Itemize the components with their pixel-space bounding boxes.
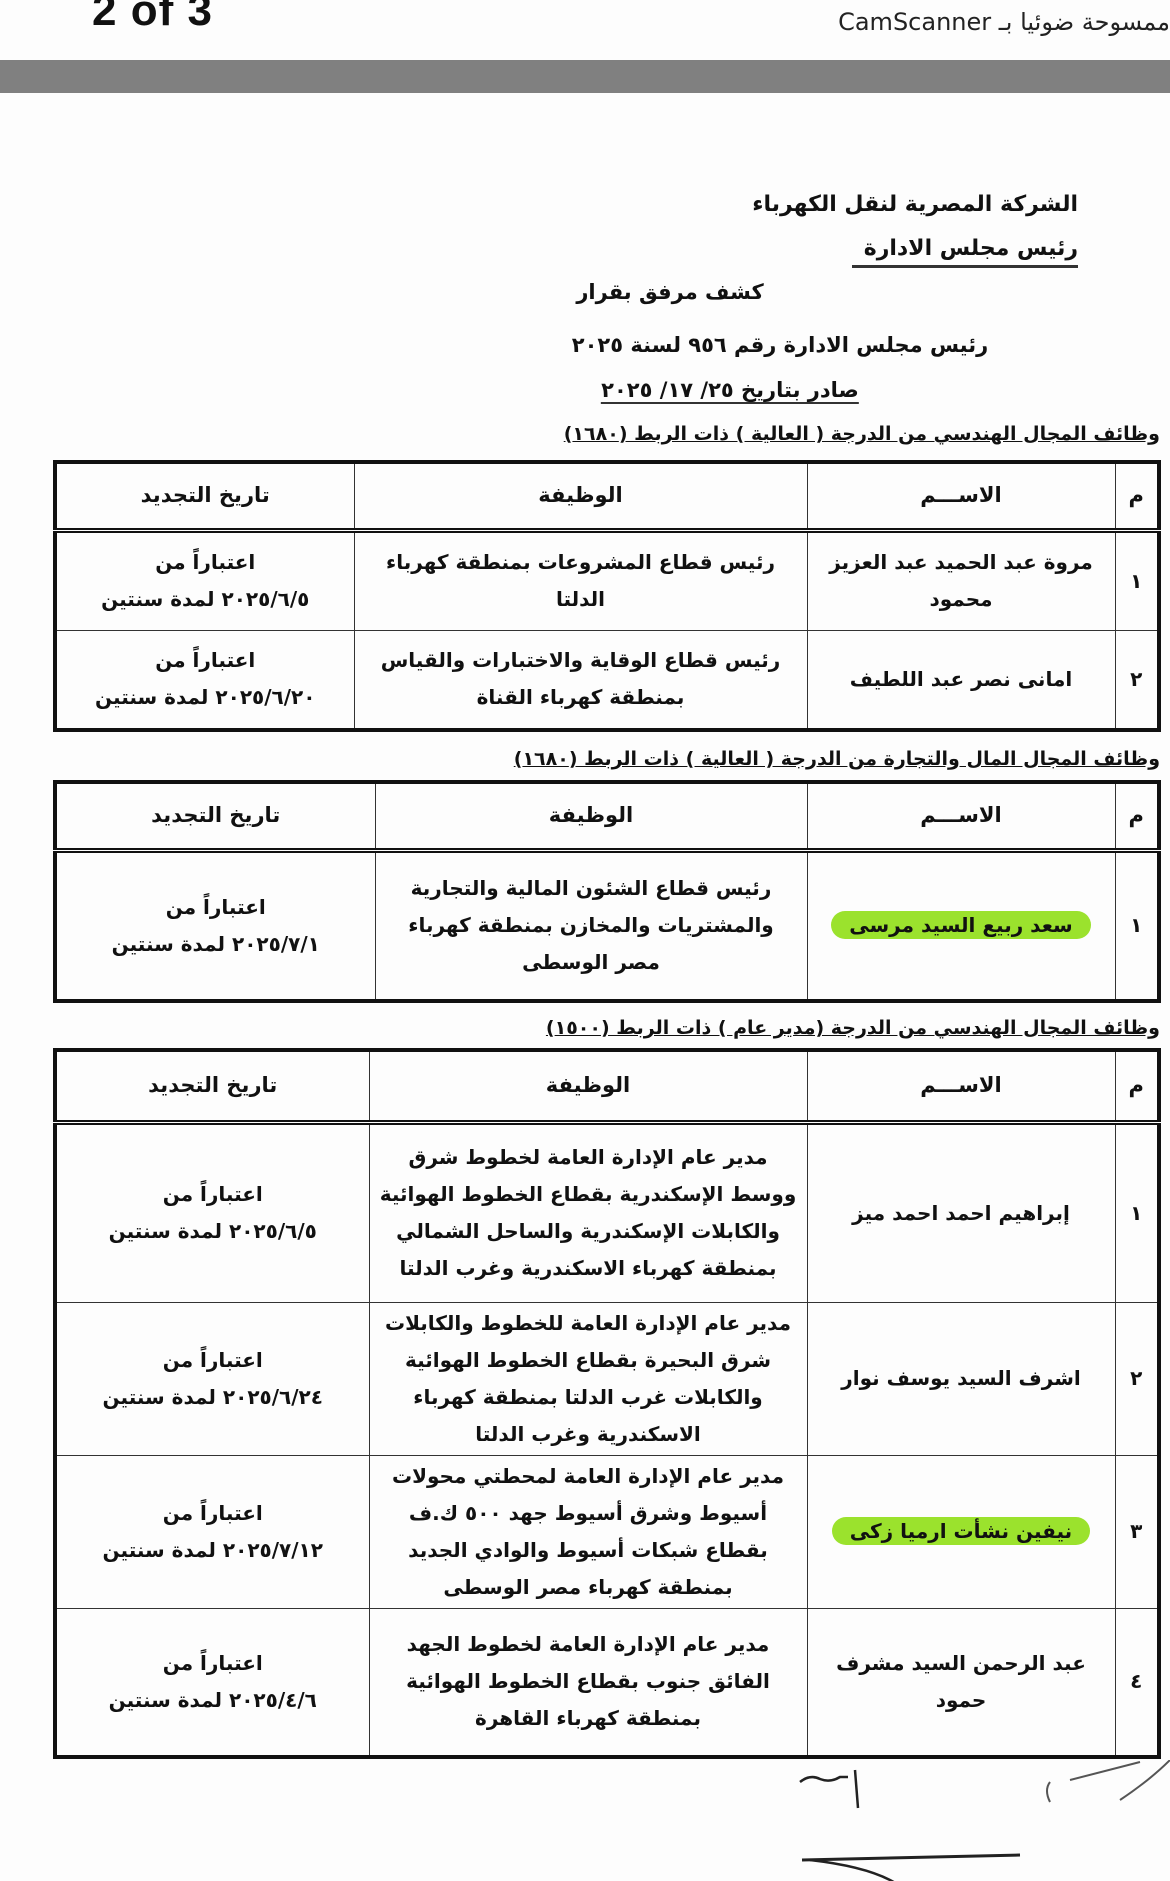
col-job: الوظيفة (368, 1049, 808, 1125)
positions-table: م الاســـم الوظيفة تاريخ التجديد ١ إبراه… (53, 1048, 1161, 1759)
col-no: م (1114, 461, 1160, 533)
renewal-date: ٢٠٢٥/٤/٦ لمدة سنتين (108, 1687, 317, 1712)
name-text: نيفين نشأت ارميا زكى (831, 1517, 1091, 1545)
table-header-row: م الاســـم الوظيفة تاريخ التجديد (54, 1049, 1160, 1125)
row-job: مدير عام الإدارة العامة لخطوط الجهد الفا… (368, 1607, 808, 1758)
row-name: إبراهيم احمد احمد ميز (806, 1121, 1116, 1303)
ref-date: صادر بتاريخ ٢٥/ ١٧/ ٢٠٢٥ (601, 378, 859, 404)
row-job: مدير عام الإدارة العامة للخطوط والكابلات… (368, 1301, 808, 1456)
table-row: ٢ امانى نصر عبد اللطيف رئيس قطاع الوقاية… (54, 629, 1160, 731)
row-renewal: اعتباراً من ٢٠٢٥/٧/١ لمدة سنتين (54, 849, 376, 1002)
signature-marks (799, 1760, 1170, 1881)
renewal-date: ٢٠٢٥/٧/١ لمدة سنتين (111, 931, 320, 956)
row-renewal: اعتباراً من ٢٠٢٥/٦/٢٤ لمدة سنتين (54, 1301, 370, 1456)
renewal-from: اعتباراً من (165, 894, 266, 919)
row-job: رئيس قطاع المشروعات بمنطقة كهرباء الدلتا (353, 529, 808, 631)
table-row: ٣ نيفين نشأت ارميا زكى مدير عام الإدارة … (54, 1454, 1160, 1609)
table-row: ١ إبراهيم احمد احمد ميز مدير عام الإدارة… (54, 1121, 1160, 1303)
row-job: مدير عام الإدارة العامة لمحطتي محولات أس… (368, 1454, 808, 1609)
row-no: ٣ (1114, 1454, 1160, 1609)
row-no: ١ (1114, 849, 1160, 1002)
table-row: ٤ عبد الرحمن السيد مشرف حمود مدير عام ال… (54, 1607, 1160, 1758)
renewal-from: اعتباراً من (162, 1650, 263, 1675)
col-job: الوظيفة (374, 781, 808, 853)
col-job: الوظيفة (353, 461, 808, 533)
renewal-from: اعتباراً من (155, 648, 256, 673)
col-no: م (1114, 781, 1160, 853)
section-title: وظائف المجال الهندسي من الدرجة ( العالية… (563, 423, 1160, 445)
name-text: إبراهيم احمد احمد ميز (852, 1200, 1070, 1225)
row-name: امانى نصر عبد اللطيف (806, 629, 1116, 731)
row-no: ٢ (1114, 1301, 1160, 1456)
col-renewal: تاريخ التجديد (54, 461, 355, 533)
row-job: مدير عام الإدارة العامة لخطوط شرق ووسط ا… (368, 1121, 808, 1303)
col-renewal: تاريخ التجديد (54, 1049, 370, 1125)
row-renewal: اعتباراً من ٢٠٢٥/٧/١٢ لمدة سنتين (54, 1454, 370, 1609)
row-job: رئيس قطاع الشئون المالية والتجارية والمش… (374, 849, 808, 1002)
row-name: اشرف السيد يوسف نوار (806, 1301, 1116, 1456)
row-renewal: اعتباراً من ٢٠٢٥/٤/٦ لمدة سنتين (54, 1607, 370, 1758)
section-title: وظائف المجال المال والتجارة من الدرجة ( … (513, 748, 1160, 770)
name-text: مروة عبد الحميد عبد العزيز محمود (829, 550, 1093, 611)
renewal-date: ٢٠٢٥/٦/٢٤ لمدة سنتين (102, 1384, 323, 1409)
row-job: رئيس قطاع الوقاية والاختبارات والقياس بم… (353, 629, 808, 731)
viewer-toolbar-bar (0, 60, 1170, 93)
table-row: ١ سعد ربيع السيد مرسى رئيس قطاع الشئون ا… (54, 849, 1160, 1002)
name-text: اشرف السيد يوسف نوار (841, 1366, 1081, 1390)
name-text: امانى نصر عبد اللطيف (849, 666, 1073, 691)
row-no: ١ (1114, 529, 1160, 631)
row-name: سعد ربيع السيد مرسى (806, 849, 1116, 1002)
positions-table: م الاســـم الوظيفة تاريخ التجديد ١ مروة … (53, 460, 1161, 732)
row-name: مروة عبد الحميد عبد العزيز محمود (806, 529, 1116, 631)
name-text: سعد ربيع السيد مرسى (831, 911, 1091, 940)
col-no: م (1114, 1049, 1160, 1125)
row-name: عبد الرحمن السيد مشرف حمود (806, 1607, 1116, 1758)
row-name: نيفين نشأت ارميا زكى (806, 1454, 1116, 1609)
row-no: ٤ (1114, 1607, 1160, 1758)
page-indicator: 2 of 3 (92, 0, 213, 35)
section-title: وظائف المجال الهندسي من الدرجة (مدير عام… (545, 1017, 1160, 1039)
row-renewal: اعتباراً من ٢٠٢٥/٦/٢٠ لمدة سنتين (54, 629, 355, 731)
name-text: عبد الرحمن السيد مشرف حمود (836, 1650, 1086, 1712)
scanner-watermark: ممسوحة ضوئيا بـ CamScanner (838, 8, 1170, 36)
renewal-from: اعتباراً من (162, 1347, 263, 1372)
row-renewal: اعتباراً من ٢٠٢٥/٦/٥ لمدة سنتين (54, 1121, 370, 1303)
ref-title: كشف مرفق بقرار (576, 280, 764, 304)
table-header-row: م الاســـم الوظيفة تاريخ التجديد (54, 781, 1160, 853)
ref-decision: رئيس مجلس الادارة رقم ٩٥٦ لسنة ٢٠٢٥ (571, 333, 989, 357)
table-header-row: م الاســـم الوظيفة تاريخ التجديد (54, 461, 1160, 533)
renewal-date: ٢٠٢٥/٧/١٢ لمدة سنتين (102, 1537, 323, 1562)
col-name: الاســـم (806, 461, 1116, 533)
table-row: ١ مروة عبد الحميد عبد العزيز محمود رئيس … (54, 529, 1160, 631)
renewal-from: اعتباراً من (162, 1500, 263, 1525)
renewal-date: ٢٠٢٥/٦/٥ لمدة سنتين (101, 587, 310, 611)
row-no: ١ (1114, 1121, 1160, 1303)
renewal-from: اعتباراً من (155, 550, 256, 574)
company-name: الشركة المصرية لنقل الكهرباء (752, 192, 1078, 217)
table-row: ٢ اشرف السيد يوسف نوار مدير عام الإدارة … (54, 1301, 1160, 1456)
col-name: الاســـم (806, 781, 1116, 853)
renewal-date: ٢٠٢٥/٦/٢٠ لمدة سنتين (95, 685, 316, 710)
positions-table: م الاســـم الوظيفة تاريخ التجديد ١ سعد ر… (53, 780, 1161, 1003)
col-name: الاســـم (806, 1049, 1116, 1125)
chairman-title: رئيس مجلس الادارة (851, 236, 1078, 268)
row-renewal: اعتباراً من ٢٠٢٥/٦/٥ لمدة سنتين (54, 529, 355, 631)
row-no: ٢ (1114, 629, 1160, 731)
renewal-date: ٢٠٢٥/٦/٥ لمدة سنتين (108, 1219, 317, 1243)
col-renewal: تاريخ التجديد (54, 781, 376, 853)
renewal-from: اعتباراً من (162, 1182, 263, 1206)
